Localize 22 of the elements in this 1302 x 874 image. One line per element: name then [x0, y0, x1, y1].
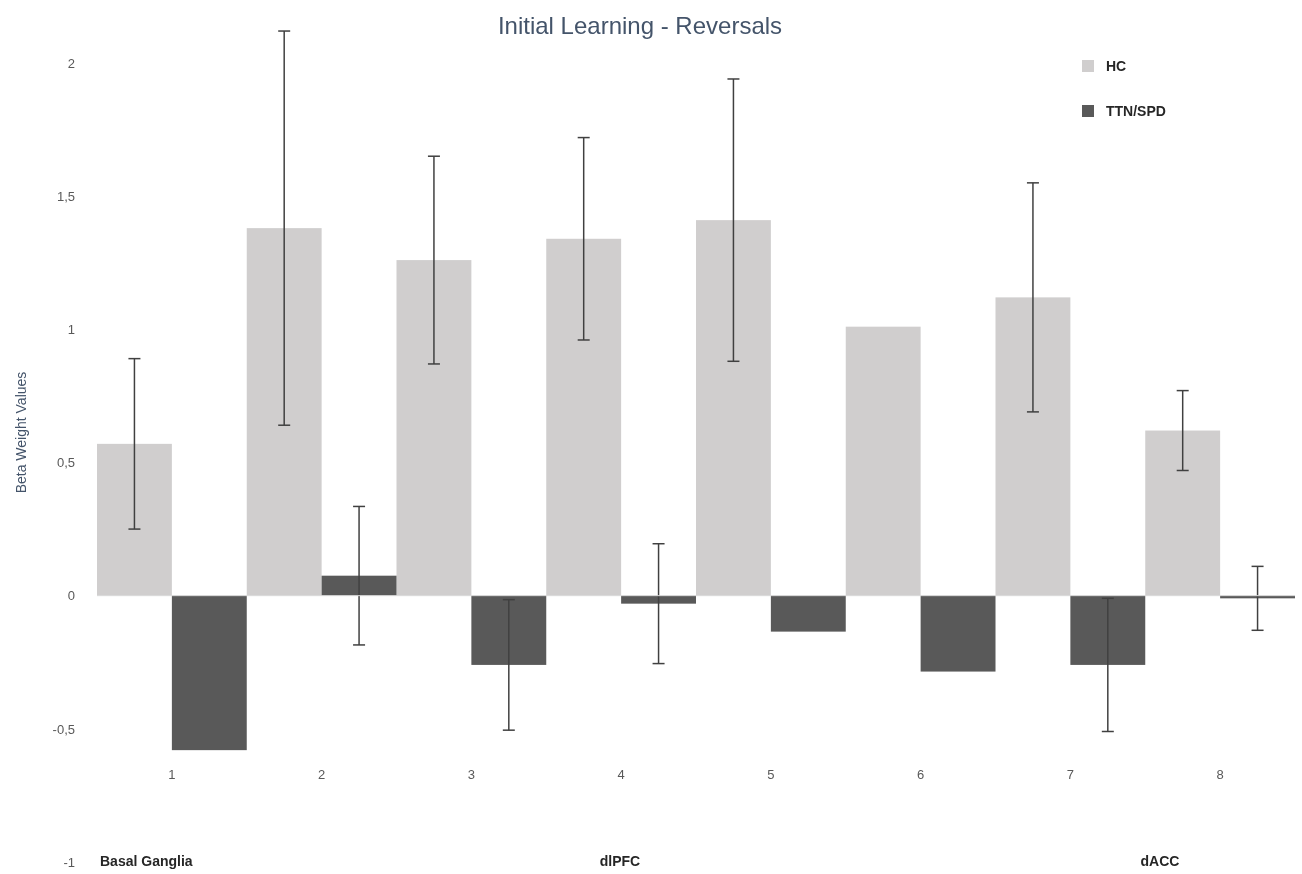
y-tick-label: -0,5: [52, 721, 75, 737]
x-tick-label: 6: [917, 767, 925, 783]
annotation: dlPFC: [599, 853, 641, 869]
y-tick-label: 1: [67, 321, 75, 337]
y-tick-label: -1: [63, 854, 75, 870]
x-tick-label: 7: [1066, 767, 1074, 783]
legend-label: HC: [1106, 58, 1127, 74]
x-tick-label: 8: [1216, 767, 1224, 783]
x-tick-label: 3: [467, 767, 475, 783]
y-tick-label: 1,5: [56, 188, 75, 204]
chart-title: Initial Learning - Reversals: [497, 12, 783, 39]
x-tick-label: 4: [617, 767, 625, 783]
y-tick-label: 2: [67, 55, 75, 71]
x-tick-label: 5: [767, 767, 775, 783]
annotation: dACC: [1140, 853, 1180, 869]
x-tick-label: 1: [168, 767, 176, 783]
legend-label: TTN/SPD: [1106, 103, 1166, 119]
y-tick-label: 0,5: [56, 455, 75, 471]
x-tick-label: 2: [318, 767, 326, 783]
y-axis-title: Beta Weight Values: [13, 371, 29, 494]
y-tick-label: 0: [67, 588, 75, 604]
annotation: Basal Ganglia: [100, 853, 193, 869]
